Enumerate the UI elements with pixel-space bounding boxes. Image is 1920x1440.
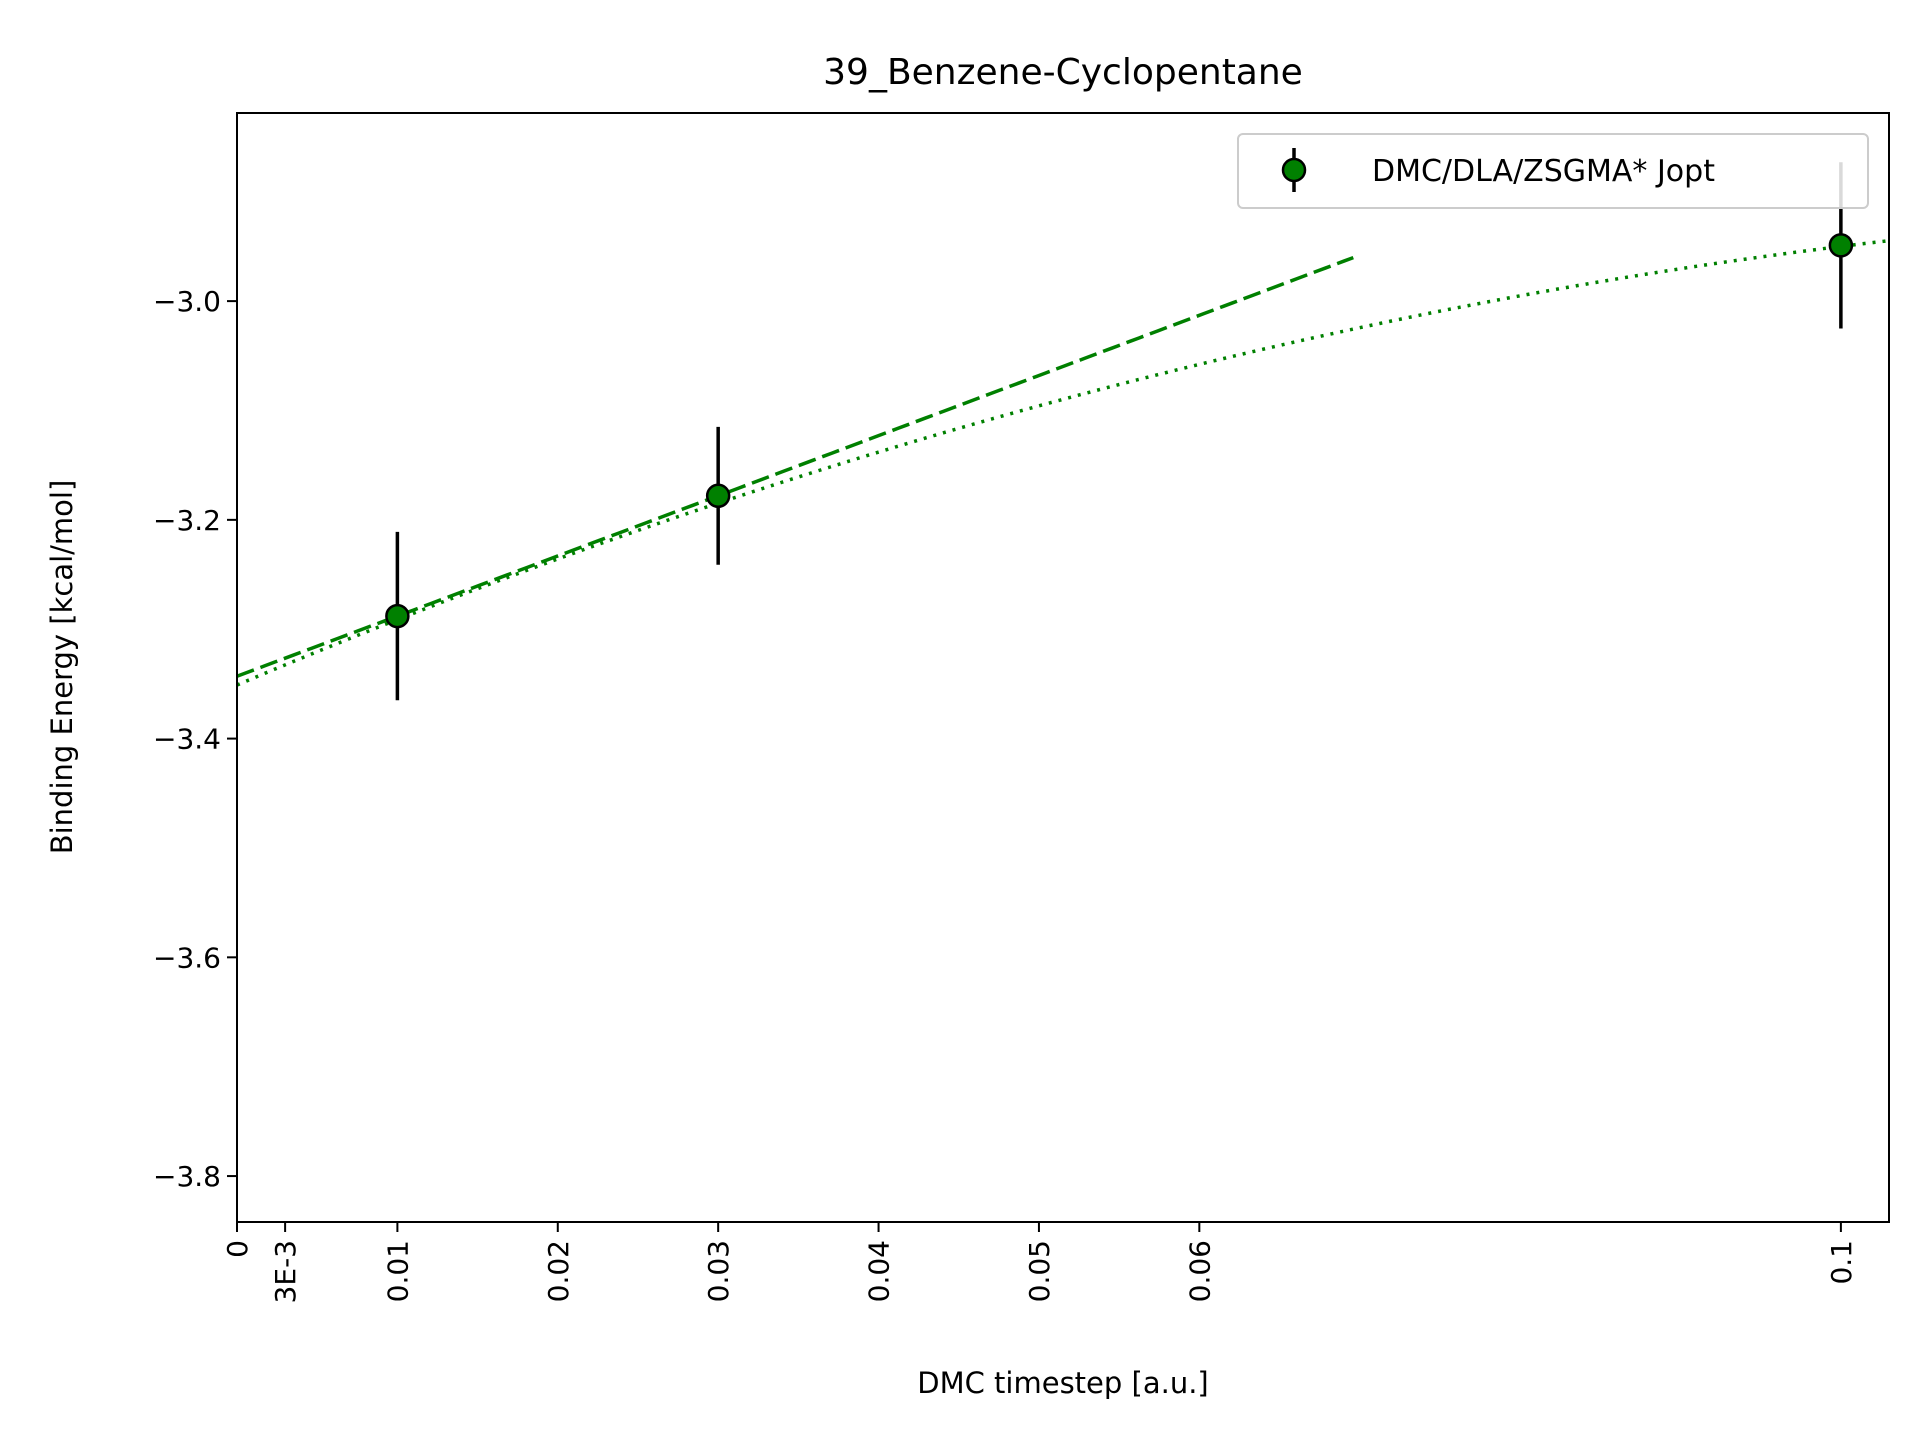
data-point [705, 483, 731, 509]
x-tick-label: 3E-3 [269, 1240, 302, 1303]
x-tick-label: 0 [221, 1240, 254, 1258]
x-tick-label: 0.03 [702, 1240, 735, 1302]
legend-box [1237, 133, 1869, 209]
x-tick-label: 0.04 [863, 1240, 896, 1302]
legend-label: DMC/DLA/ZSGMA* Jopt [1372, 154, 1715, 189]
y-tick-label: −3.4 [153, 723, 221, 756]
plot-frame [236, 112, 1890, 1223]
chart-title: 39_Benzene-Cyclopentane [823, 52, 1303, 93]
y-tick-label: −3.2 [153, 504, 221, 537]
legend-marker [1281, 157, 1307, 183]
y-tick-label: −3.8 [153, 1160, 221, 1193]
data-points [385, 162, 1854, 701]
x-tick-label: 0.06 [1183, 1240, 1216, 1302]
x-tick-label: 0.02 [542, 1240, 575, 1302]
x-tick-label: 0.1 [1825, 1240, 1858, 1285]
data-point [1828, 233, 1854, 258]
y-axis-ticks: −3.0 −3.2 −3.4 −3.6 −3.8 [153, 285, 237, 1193]
y-axis-title: Binding Energy [kcal/mol] [45, 480, 79, 855]
x-axis-title: DMC timestep [a.u.] [917, 1366, 1209, 1400]
quadratic-fit-line [237, 238, 1889, 687]
x-tick-label: 0.05 [1023, 1240, 1056, 1302]
data-point [385, 603, 410, 629]
y-tick-label: −3.0 [153, 285, 221, 318]
legend: DMC/DLA/ZSGMA* Jopt [1237, 133, 1869, 209]
y-tick-label: −3.6 [153, 941, 221, 974]
x-tick-label: 0.01 [381, 1240, 414, 1302]
x-axis-ticks: 0 3E-3 0.01 0.02 0.03 0.04 0.05 0.06 0.1 [221, 1222, 1858, 1303]
fit-lines [237, 238, 1889, 687]
